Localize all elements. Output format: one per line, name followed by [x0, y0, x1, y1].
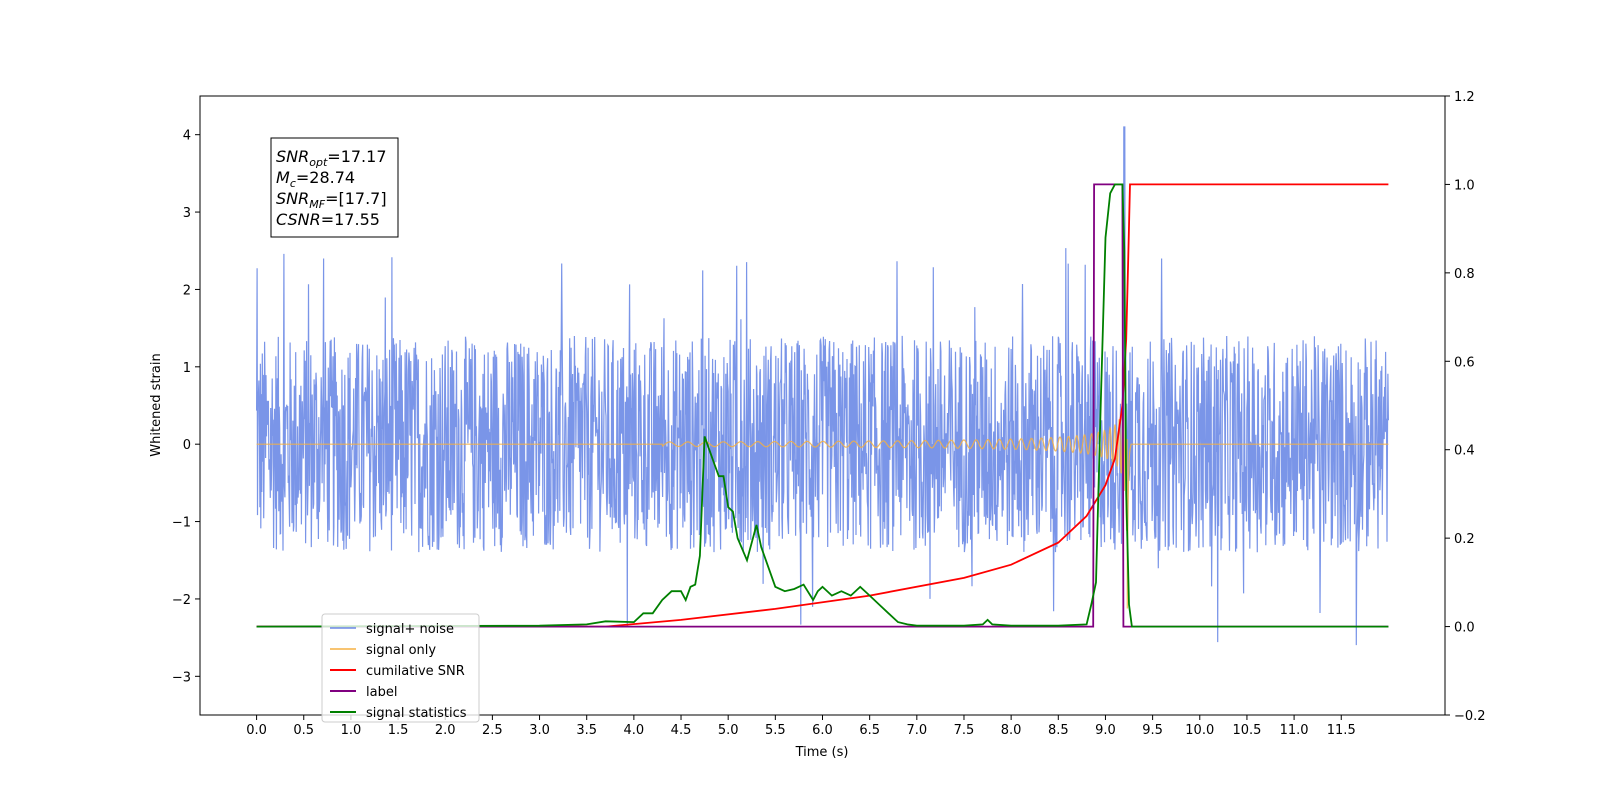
legend: signal+ noise signal only cumilative SNR la…: [321, 613, 480, 723]
series-signal-statistics: [256, 183, 1389, 628]
y-tick-label-left: −1: [172, 516, 191, 531]
x-tick-label: 5.5: [765, 723, 786, 738]
legend-label: cumilative SNR: [366, 664, 465, 679]
series-cumulative-snr: [256, 183, 1389, 628]
series-signal-noise: [256, 126, 1389, 646]
plot-area: [256, 126, 1389, 646]
x-tick-label: 6.0: [812, 723, 833, 738]
y-tick-label-right: 0.6: [1454, 355, 1475, 370]
annotation-line: Mc=28.74: [276, 168, 355, 190]
axes: 0.0 0.5 1.0 1.5 2.0 2.5 3.0 3.5 4.0 4.5 5.0 5.5 6.0 6…: [172, 90, 1486, 738]
x-tick-label: 2.0: [435, 723, 456, 738]
x-tick-label: 1.5: [388, 723, 409, 738]
y-tick-label-left: −3: [172, 670, 191, 685]
y-tick-label-right: −0.2: [1454, 709, 1486, 724]
legend-label: label: [366, 685, 397, 700]
legend-label: signal statistics: [366, 706, 467, 721]
x-tick-label: 8.0: [1001, 723, 1022, 738]
x-tick-label: 2.5: [482, 723, 503, 738]
legend-label: signal+ noise: [366, 622, 454, 637]
series-signal-only: [256, 379, 1389, 609]
annotation-line: SNRopt=17.17: [276, 147, 387, 169]
legend-frame: [321, 613, 480, 723]
x-tick-label: 0.0: [246, 723, 267, 738]
y-tick-label-right: 0.4: [1454, 444, 1475, 459]
x-tick-label: 8.5: [1048, 723, 1069, 738]
y-tick-label-right: 1.2: [1454, 90, 1475, 105]
y-tick-label-left: −2: [172, 593, 191, 608]
y-tick-label-right: 0.8: [1454, 267, 1475, 282]
x-tick-label: 7.5: [954, 723, 975, 738]
x-tick-label: 5.0: [718, 723, 739, 738]
y-tick-label-left: 2: [183, 283, 191, 298]
annotation-box: SNRopt=17.17Mc=28.74SNRMF=[17.7]CSNR=17.…: [270, 137, 399, 238]
x-tick-label: 10.0: [1185, 723, 1214, 738]
y-tick-label-right: 1.0: [1454, 178, 1475, 193]
x-tick-label: 6.5: [859, 723, 880, 738]
annotation-line: CSNR=17.55: [276, 210, 380, 229]
x-tick-label: 1.0: [341, 723, 362, 738]
x-tick-label: 9.0: [1095, 723, 1116, 738]
x-tick-label: 11.5: [1327, 723, 1356, 738]
annotation-frame: [270, 137, 399, 238]
y-tick-label-left: 1: [183, 361, 191, 376]
x-tick-label: 11.0: [1280, 723, 1309, 738]
y-tick-label-left: 0: [183, 438, 191, 453]
y-tick-label-left: 4: [183, 129, 191, 144]
x-tick-label: 10.5: [1232, 723, 1261, 738]
legend-label: signal only: [366, 643, 436, 658]
y-tick-label-left: 3: [183, 206, 191, 221]
annotation-line: SNRMF=[17.7]: [276, 189, 387, 211]
y-tick-label-right: 0.2: [1454, 532, 1475, 547]
x-tick-label: 4.0: [624, 723, 645, 738]
x-axis-title: Time (s): [795, 745, 849, 760]
y-tick-label-right: 0.0: [1454, 621, 1475, 636]
x-tick-label: 3.0: [529, 723, 550, 738]
x-tick-label: 7.0: [906, 723, 927, 738]
x-tick-label: 9.5: [1142, 723, 1163, 738]
y-axis-title: Whitened strain: [149, 353, 164, 456]
x-tick-label: 0.5: [293, 723, 314, 738]
x-tick-label: 4.5: [671, 723, 692, 738]
x-tick-label: 3.5: [576, 723, 597, 738]
